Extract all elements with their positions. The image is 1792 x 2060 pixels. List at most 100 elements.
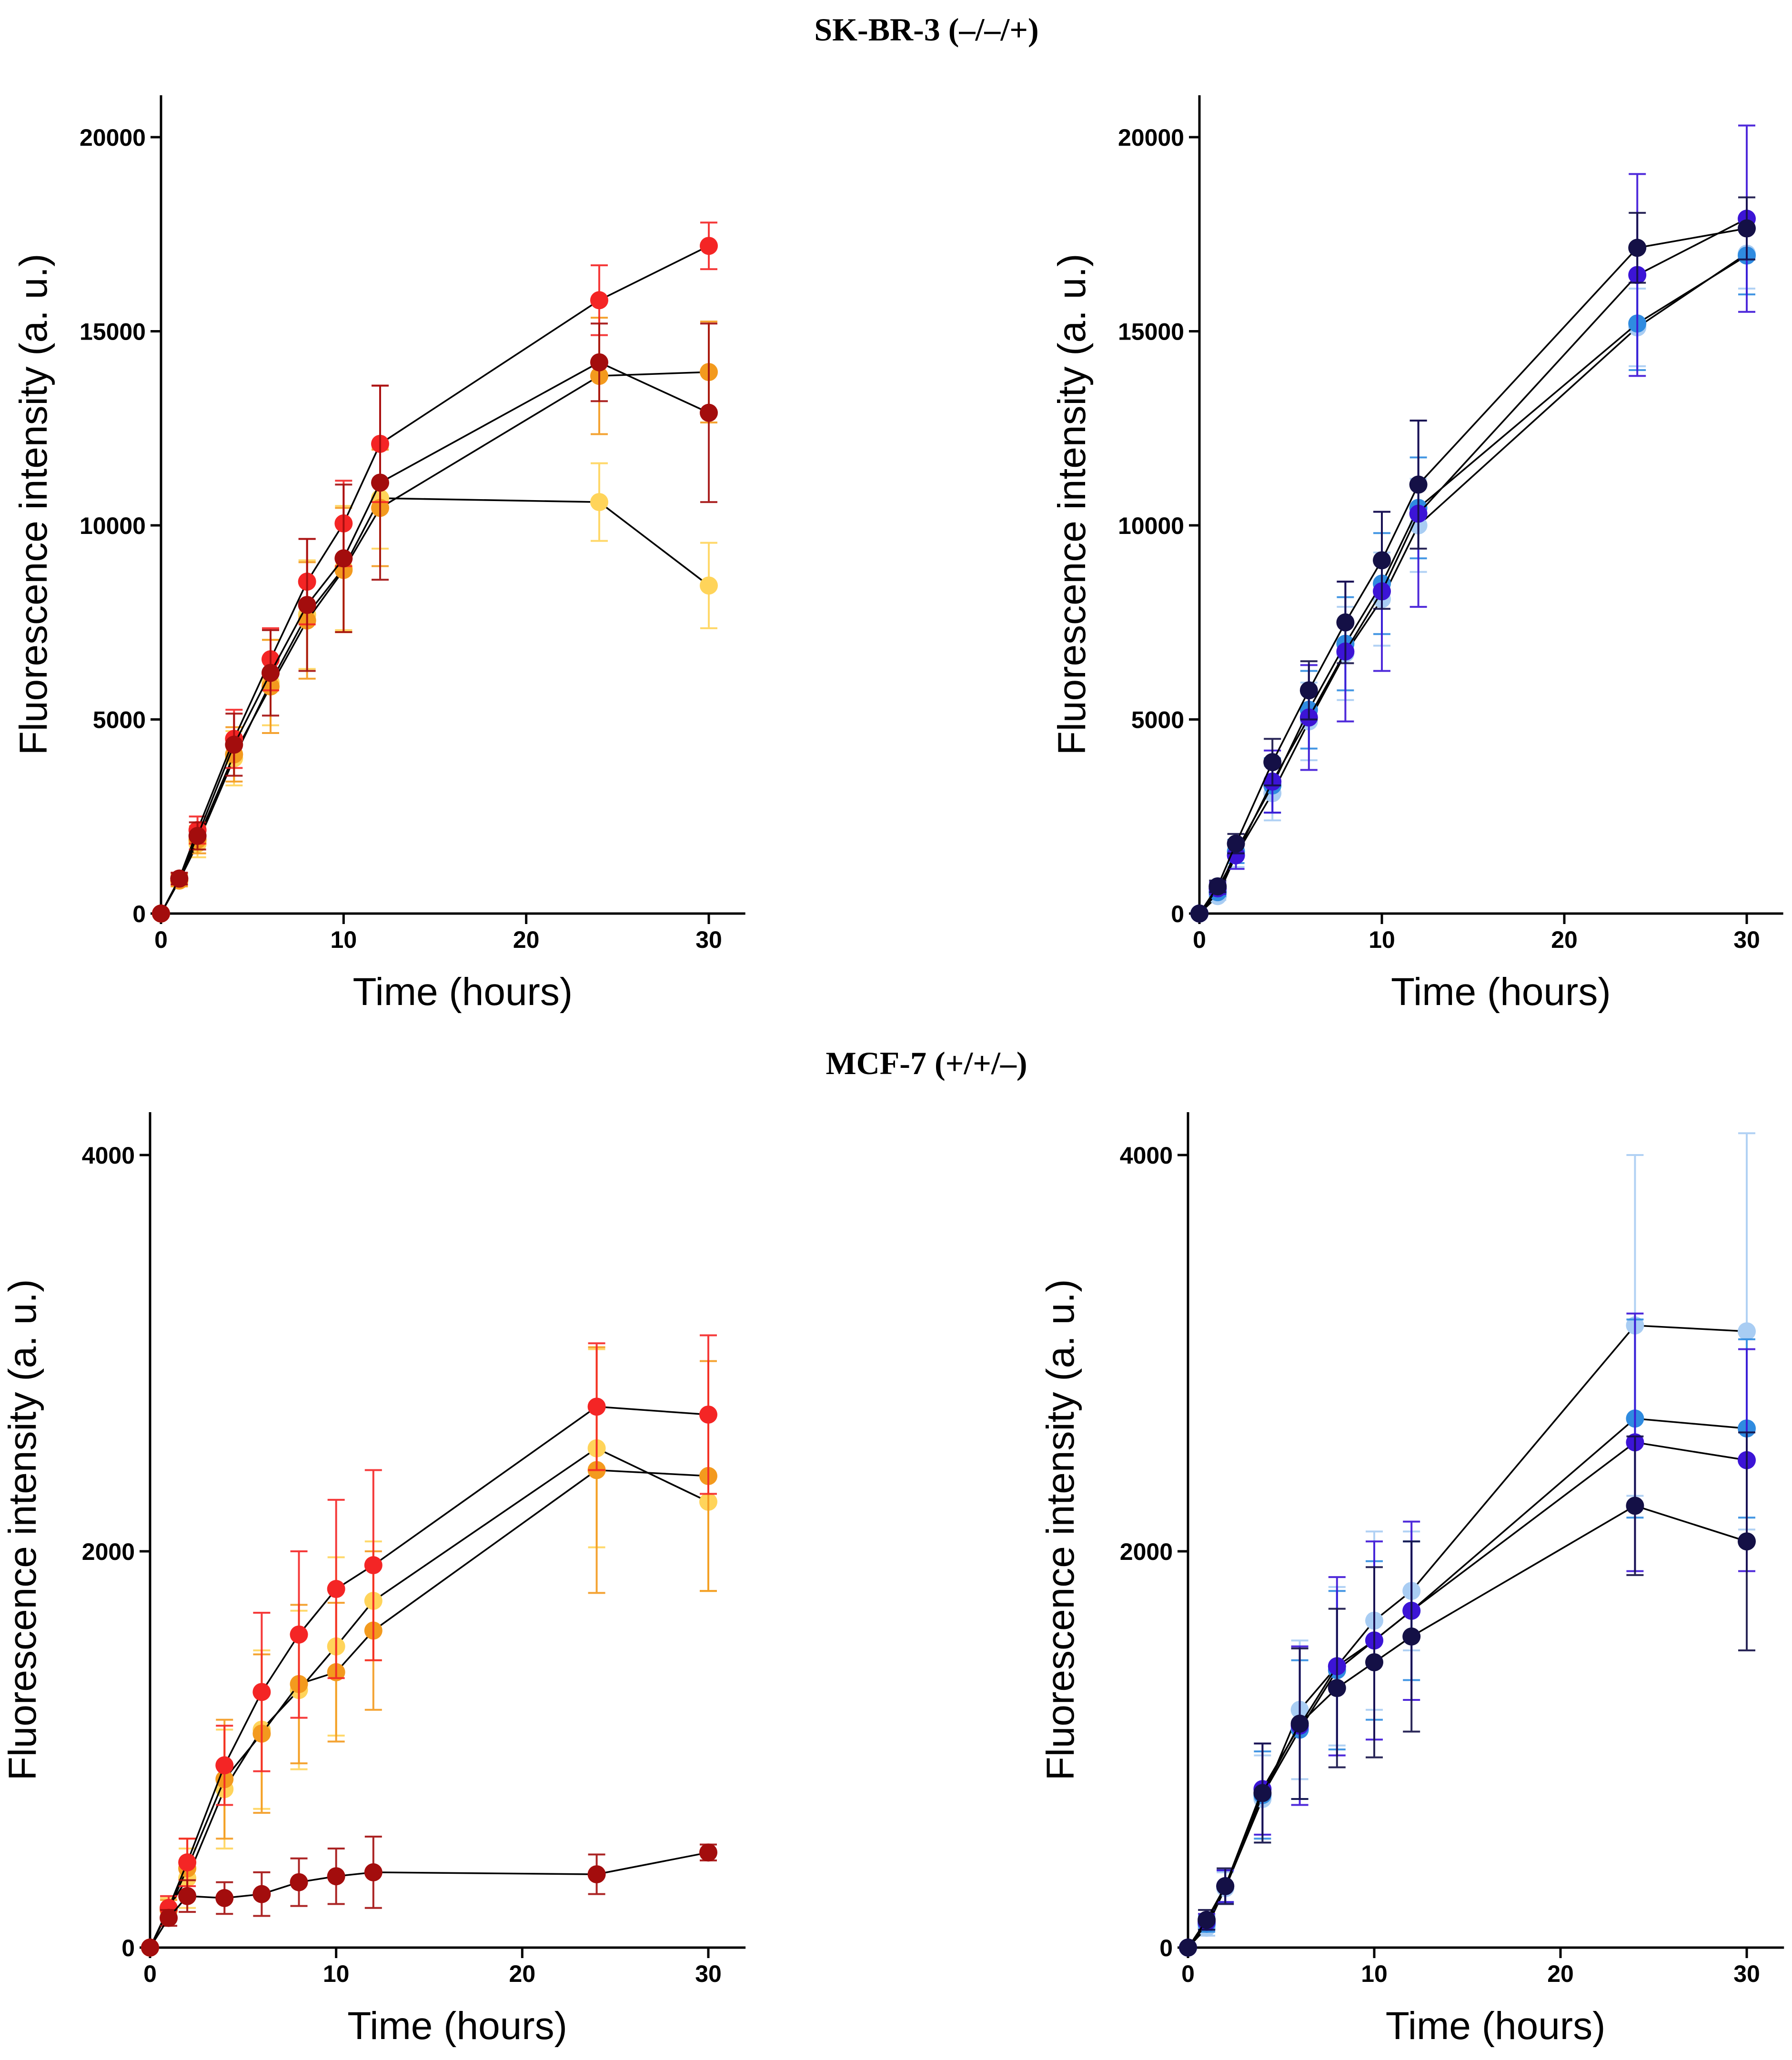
x-tick-label: 0 [154, 926, 168, 953]
data-point [152, 904, 170, 923]
data-point [252, 1683, 271, 1701]
x-tick-label: 10 [1369, 926, 1395, 953]
y-axis-title: Fluorescence intensity (a. u.) [1039, 1279, 1082, 1781]
y-tick-label: 0 [121, 1935, 135, 1961]
chart-4: 0 10 20 30 0 2000 4000 Time (hours) Fluorescence… [1039, 1112, 1784, 2048]
series-line [160, 361, 709, 914]
data-point [1336, 613, 1355, 632]
series-line [160, 371, 709, 914]
data-point [160, 1909, 178, 1927]
y-tick-label: 0 [1171, 901, 1184, 927]
x-tick-label: 10 [331, 926, 357, 953]
data-point [1738, 1532, 1756, 1551]
data-point [1628, 239, 1647, 257]
data-point [1738, 219, 1756, 238]
y-tick-label: 15000 [1118, 319, 1184, 345]
y-axis-title: Fluorescence intensity (a. u.) [1, 1279, 44, 1781]
x-axis-title: Time (hours) [1391, 970, 1611, 1014]
y-tick-label: 0 [1159, 1935, 1173, 1961]
y-tick-label: 20000 [1118, 124, 1184, 151]
section-title-mcf7: MCF-7 (+/+/–) [826, 1045, 1027, 1081]
data-point [290, 1873, 308, 1891]
x-axis-title: Time (hours) [347, 2004, 567, 2048]
x-tick-label: 0 [1193, 926, 1206, 953]
x-tick-label: 10 [1361, 1960, 1388, 1987]
data-point [364, 1863, 383, 1881]
data-point [590, 291, 608, 310]
data-point [215, 1756, 234, 1775]
y-tick-label: 2000 [82, 1538, 135, 1565]
x-tick-label: 0 [143, 1960, 157, 1987]
data-point [290, 1625, 308, 1644]
data-point [327, 1867, 345, 1886]
x-axis-title: Time (hours) [352, 970, 573, 1014]
x-tick-label: 30 [695, 1960, 722, 1987]
data-point [141, 1939, 159, 1957]
data-point [1738, 1322, 1756, 1341]
x-tick-label: 20 [1547, 1960, 1574, 1987]
series-4 [141, 1836, 717, 1957]
x-axis-title: Time (hours) [1386, 2004, 1606, 2048]
data-point [225, 735, 243, 754]
data-point [587, 1865, 606, 1884]
data-point [178, 1853, 197, 1872]
data-point [327, 1580, 345, 1598]
x-tick-label: 20 [513, 926, 540, 953]
y-tick-label: 10000 [1118, 512, 1184, 539]
data-point [170, 869, 189, 888]
series-4 [152, 322, 718, 923]
series-line [149, 1469, 709, 1948]
data-point [178, 1887, 197, 1905]
data-point [700, 237, 718, 255]
data-point [1179, 1939, 1197, 1957]
y-tick-label: 5000 [1131, 707, 1184, 734]
data-point [1299, 681, 1318, 700]
y-tick-label: 5000 [93, 707, 146, 734]
data-point [700, 576, 718, 595]
y-axis-title: Fluorescence intensity (a. u.) [1050, 254, 1094, 755]
data-point [699, 1843, 717, 1862]
data-point [364, 1556, 383, 1575]
series-line [1198, 218, 1747, 914]
x-tick-label: 30 [1733, 1960, 1760, 1987]
y-tick-label: 4000 [82, 1142, 135, 1169]
chart-3: 0 10 20 30 0 2000 4000 Time (hours) Fluorescence… [1, 1112, 746, 2048]
series-3 [141, 1334, 717, 1957]
data-point [1402, 1627, 1421, 1646]
data-point [1328, 1679, 1346, 1698]
data-point [1365, 1653, 1383, 1671]
series-4 [1179, 1431, 1756, 1957]
y-tick-label: 10000 [80, 512, 146, 539]
data-point [700, 403, 718, 422]
data-point [1409, 475, 1428, 494]
data-point [1263, 753, 1282, 772]
x-tick-label: 10 [323, 1960, 350, 1987]
data-point [1198, 1910, 1216, 1929]
series-line [160, 245, 709, 914]
series-line [1198, 253, 1747, 914]
chart-2: 0 10 20 30 0 5000 10000 15000 20000 Time (hours) F… [1050, 95, 1783, 1014]
data-point [1253, 1784, 1272, 1802]
x-tick-label: 20 [509, 1960, 536, 1987]
data-point [699, 1405, 717, 1424]
data-point [1216, 1877, 1235, 1896]
series-line [1187, 1505, 1747, 1948]
data-point [1290, 1714, 1309, 1733]
data-point [252, 1885, 271, 1903]
data-point [590, 353, 608, 372]
data-point [587, 1397, 606, 1416]
data-point [1208, 877, 1227, 895]
y-tick-label: 2000 [1120, 1538, 1173, 1565]
chart-1: 0 10 20 30 0 5000 10000 15000 20000 Time (hours) F… [12, 95, 745, 1014]
x-tick-label: 0 [1181, 1960, 1195, 1987]
data-point [215, 1889, 234, 1907]
data-point [371, 473, 389, 492]
section-title-skbr3: SK-BR-3 (–/–/+) [814, 11, 1038, 48]
y-tick-label: 20000 [80, 124, 146, 151]
series-4 [1190, 196, 1756, 923]
x-tick-label: 30 [695, 926, 722, 953]
data-point [262, 663, 280, 682]
y-tick-label: 4000 [1120, 1142, 1173, 1169]
